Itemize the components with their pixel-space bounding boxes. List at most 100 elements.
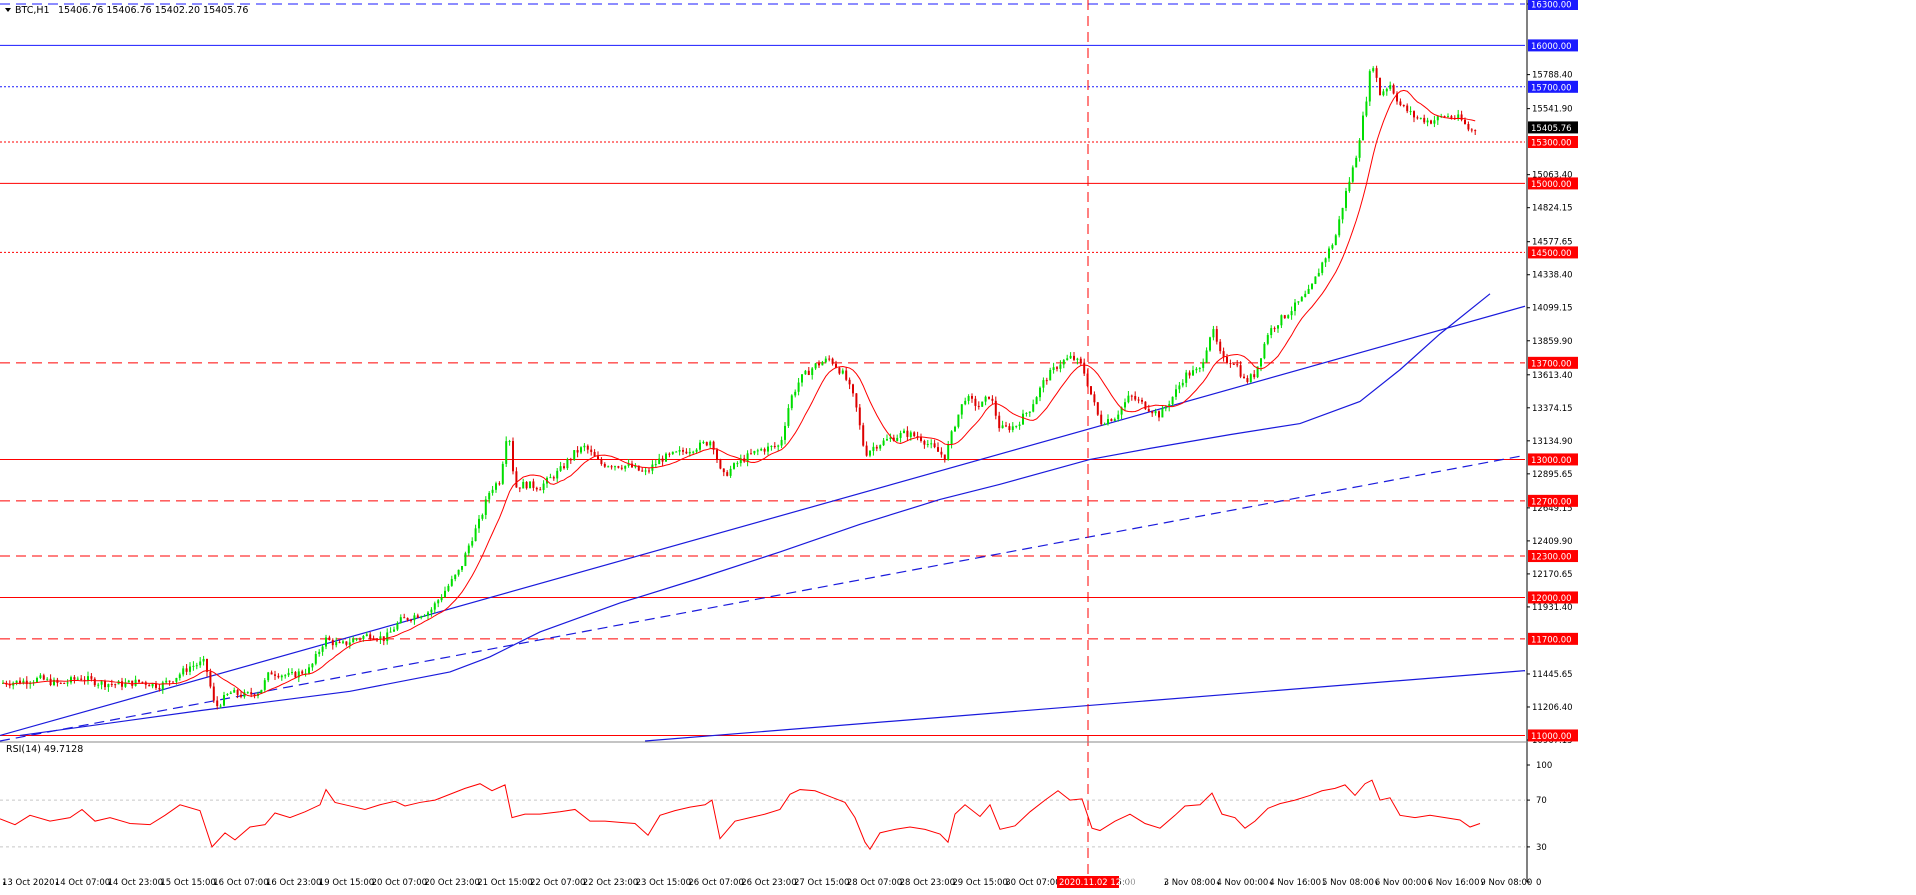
candle-body: [838, 367, 841, 374]
candle-body: [566, 459, 569, 469]
candle-body: [461, 565, 463, 570]
candle-body: [1334, 235, 1337, 246]
level-label: 11700.00: [1531, 635, 1572, 645]
candle-body: [1015, 425, 1018, 427]
candle-body: [127, 680, 130, 683]
candle-body: [678, 450, 681, 452]
current-price-label: 15405.76: [1531, 124, 1572, 134]
candle-body: [603, 463, 606, 467]
candle-body: [1093, 394, 1096, 403]
candle-body: [624, 465, 627, 469]
moving-average-short[interactable]: [2, 89, 1476, 697]
candle-body: [518, 487, 521, 489]
time-label: 6 Nov 16:00: [1428, 878, 1480, 888]
candle-body: [1297, 301, 1300, 303]
candle-body: [393, 629, 395, 632]
candle-body: [454, 574, 457, 580]
trendline[interactable]: [0, 305, 1526, 737]
candle-body: [1164, 406, 1167, 409]
candle-body: [1375, 68, 1378, 78]
level-label-bg: [1528, 729, 1578, 742]
candle-body: [1130, 395, 1133, 397]
candle-body: [1423, 117, 1426, 123]
time-label: 5 Nov 08:00: [1322, 878, 1374, 888]
level-label-bg: [1528, 453, 1578, 466]
moving-average-long[interactable]: [19, 293, 1491, 737]
candle-body: [1382, 91, 1385, 96]
candle-body: [325, 637, 327, 647]
time-label: 3 Nov 08:00: [1164, 878, 1216, 888]
candle-body: [284, 675, 287, 677]
price-tick-label: 14338.40: [1532, 271, 1573, 281]
candle-body: [580, 447, 582, 453]
level-label: 13700.00: [1531, 359, 1572, 369]
candle-body: [913, 432, 916, 437]
time-label: 28 Oct 07:00: [847, 878, 902, 888]
candle-body: [1161, 408, 1164, 418]
candle-body: [862, 425, 865, 446]
candle-body: [440, 597, 443, 601]
highlight-time-label: 2020.11.02 12:00: [1059, 878, 1135, 888]
candle-body: [947, 444, 950, 460]
candle-body: [328, 637, 331, 641]
candle-body: [219, 705, 222, 707]
candle-body: [427, 612, 429, 616]
candle-body: [90, 676, 93, 679]
price-tick-label: 15063.40: [1532, 171, 1573, 181]
time-label: 4 Nov 16:00: [1269, 878, 1321, 888]
triangle-down-icon[interactable]: [5, 8, 11, 12]
candle-body: [1294, 302, 1296, 312]
candle-body: [389, 631, 392, 633]
candle-body: [1045, 380, 1048, 382]
candle-body: [1341, 207, 1344, 220]
time-label: 22 Oct 23:00: [583, 878, 638, 888]
trendline[interactable]: [0, 454, 1526, 742]
candle-body: [331, 640, 334, 646]
trendline[interactable]: [644, 670, 1526, 742]
candle-body: [957, 414, 960, 427]
level-label-bg: [1528, 246, 1578, 259]
rsi-line[interactable]: [0, 779, 1481, 851]
candle-body: [355, 638, 358, 640]
candle-body: [685, 451, 688, 454]
candle-body: [790, 395, 793, 409]
highlight-time-bg: [1057, 876, 1119, 888]
candle-body: [960, 404, 963, 415]
candle-body: [457, 569, 460, 575]
candle-body: [692, 451, 695, 453]
level-label-bg: [1528, 177, 1578, 190]
candle-body: [770, 445, 773, 447]
candle-body: [1052, 367, 1055, 371]
candle-body: [291, 672, 293, 674]
candle-body: [1158, 411, 1160, 418]
candle-body: [267, 672, 270, 681]
candle-body: [1076, 358, 1079, 360]
candle-body: [1263, 343, 1266, 359]
candle-body: [498, 483, 501, 485]
level-label-bg: [1528, 591, 1578, 604]
candle-body: [729, 468, 732, 476]
candle-body: [464, 553, 467, 566]
candle-body: [1022, 413, 1024, 425]
candle-body: [981, 401, 984, 407]
candle-body: [1365, 101, 1368, 116]
candle-body: [797, 382, 800, 392]
price-tick-label: 14099.15: [1532, 304, 1573, 314]
candle-body: [818, 363, 820, 366]
candle-body: [1178, 385, 1181, 390]
candle-body: [253, 694, 256, 696]
candle-body: [342, 641, 344, 643]
level-label: 13000.00: [1531, 456, 1572, 466]
candle-body: [675, 451, 678, 453]
candle-body: [637, 465, 640, 471]
price-tick-label: 14824.15: [1532, 204, 1573, 214]
candle-body: [175, 677, 178, 682]
candle-body: [117, 681, 120, 685]
candle-body: [1056, 367, 1058, 369]
level-label-bg: [1528, 0, 1578, 10]
time-label: 16:00: [1111, 878, 1136, 888]
candle-body: [597, 456, 599, 460]
candle-body: [865, 445, 868, 456]
